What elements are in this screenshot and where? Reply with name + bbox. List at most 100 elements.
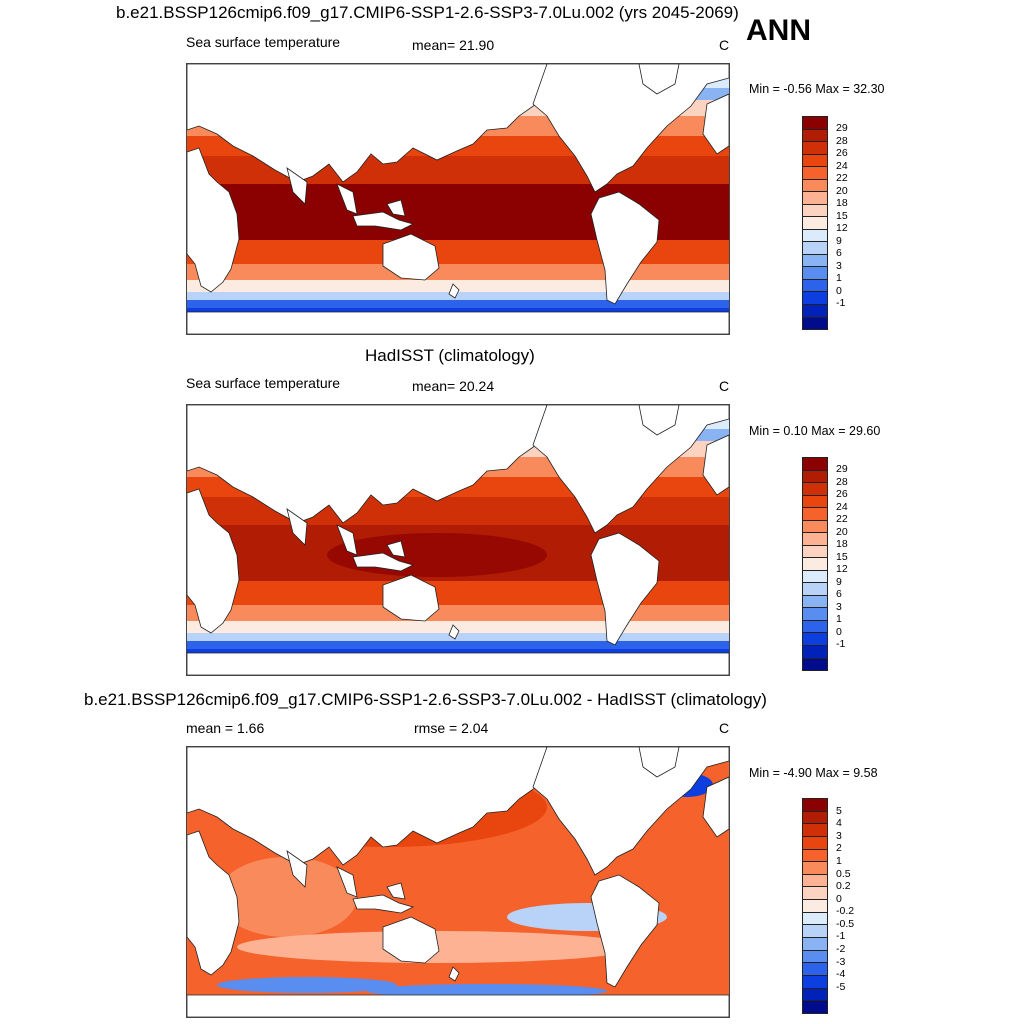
- colorbar-swatch: [803, 520, 827, 534]
- land-mass: [702, 776, 729, 838]
- colorbar-tick-label: 5: [836, 804, 842, 817]
- colorbar-swatch: [803, 849, 827, 863]
- colorbar-tick-label: 4: [836, 817, 842, 830]
- colorbar-swatch: [803, 862, 827, 875]
- colorbar-swatch: [803, 824, 827, 837]
- colorbar-swatch: [803, 167, 827, 180]
- colorbar-swatch: [803, 950, 827, 964]
- colorbar-swatch: [803, 608, 827, 621]
- panel-3-colorbar: [802, 798, 828, 1014]
- panel-1-variable-label: Sea surface temperature: [186, 34, 341, 50]
- colorbar-swatch: [803, 142, 827, 155]
- colorbar-swatch: [803, 836, 827, 850]
- colorbar-tick-label: 15: [836, 550, 848, 563]
- colorbar-tick-label: -3: [836, 955, 846, 968]
- temperature-band: [187, 300, 729, 308]
- panel-3-rmse-label: rmse = 2.04: [414, 720, 489, 736]
- panel-3-map: [186, 746, 730, 1018]
- land-mass: [187, 652, 729, 675]
- colorbar-swatch: [803, 811, 827, 825]
- temperature-band: [187, 605, 729, 621]
- land-mass: [386, 882, 406, 900]
- colorbar-tick-label: 26: [836, 488, 848, 501]
- colorbar-tick-label: 3: [836, 829, 842, 842]
- colorbar-swatch: [803, 254, 827, 268]
- land-mass: [336, 866, 358, 898]
- colorbar-swatch: [803, 317, 827, 330]
- colorbar-tick-label: 20: [836, 184, 848, 197]
- temperature-band: [187, 641, 729, 649]
- colorbar-swatch: [803, 229, 827, 243]
- colorbar-tick-label: 29: [836, 122, 848, 135]
- colorbar-swatch: [803, 988, 827, 1002]
- colorbar-swatch: [803, 470, 827, 484]
- colorbar-swatch: [803, 645, 827, 659]
- colorbar-tick-label: 9: [836, 575, 842, 588]
- difference-patch: [217, 977, 397, 993]
- colorbar-tick-label: 6: [836, 247, 842, 260]
- colorbar-tick-label: 12: [836, 563, 848, 576]
- land-mass: [386, 540, 406, 558]
- colorbar-tick-label: 18: [836, 538, 848, 551]
- colorbar-swatch: [803, 558, 827, 571]
- colorbar-tick-label: -2: [836, 943, 846, 956]
- colorbar-swatch: [803, 938, 827, 951]
- colorbar-swatch: [803, 595, 827, 609]
- land-mass: [286, 167, 308, 205]
- difference-patch: [217, 857, 357, 937]
- colorbar-swatch: [803, 495, 827, 509]
- colorbar-swatch: [803, 912, 827, 926]
- colorbar-tick-label: 1: [836, 854, 842, 867]
- panel-2-mean-label: mean= 20.24: [412, 378, 495, 394]
- colorbar-tick-label: 2: [836, 842, 842, 855]
- land-mass: [382, 574, 440, 622]
- panel-1-minmax: Min = -0.56 Max = 32.30: [749, 82, 885, 96]
- warm-pool: [327, 533, 547, 577]
- panel-2-variable-label: Sea surface temperature: [186, 375, 341, 391]
- colorbar-swatch: [803, 117, 827, 130]
- colorbar-tick-label: 24: [836, 159, 848, 172]
- colorbar-tick-label: -1: [836, 638, 846, 651]
- colorbar-swatch: [803, 458, 827, 471]
- colorbar-swatch: [803, 874, 827, 888]
- panel-2-units: C: [719, 378, 730, 394]
- colorbar-tick-label: 28: [836, 134, 848, 147]
- colorbar-swatch: [803, 204, 827, 218]
- colorbar-swatch: [803, 533, 827, 546]
- colorbar-tick-label: 0: [836, 892, 842, 905]
- colorbar-swatch: [803, 963, 827, 976]
- warm-pool: [327, 192, 547, 236]
- land-mass: [532, 64, 729, 193]
- land-mass: [187, 830, 240, 976]
- land-mass: [448, 283, 460, 299]
- land-mass: [702, 93, 729, 155]
- land-mass: [352, 894, 415, 914]
- colorbar-swatch: [803, 900, 827, 913]
- colorbar-tick-label: 26: [836, 147, 848, 160]
- colorbar-tick-label: 24: [836, 500, 848, 513]
- panel-3-minmax: Min = -4.90 Max = 9.58: [749, 766, 878, 780]
- land-mass: [187, 488, 240, 634]
- panel-2-colorbar: [802, 457, 828, 671]
- land-mass: [448, 624, 460, 640]
- land-mass: [532, 747, 729, 876]
- colorbar-tick-label: -0.2: [836, 905, 855, 918]
- temperature-band: [187, 264, 729, 280]
- panel-3-title: b.e21.BSSP126cmip6.f09_g17.CMIP6-SSP1-2.…: [84, 690, 767, 709]
- difference-patch: [367, 984, 607, 998]
- land-mass: [187, 994, 729, 1017]
- temperature-band: [187, 621, 729, 633]
- land-mass: [638, 405, 680, 436]
- colorbar-swatch: [803, 633, 827, 646]
- colorbar-tick-label: 1: [836, 272, 842, 285]
- colorbar-tick-label: 22: [836, 172, 848, 185]
- colorbar-swatch: [803, 925, 827, 939]
- colorbar-tick-label: 22: [836, 513, 848, 526]
- colorbar-swatch: [803, 799, 827, 812]
- temperature-band: [187, 280, 729, 292]
- season-annotation: ANN: [746, 14, 811, 47]
- panel-3-mean-label: mean = 1.66: [186, 720, 265, 736]
- land-mass: [532, 405, 729, 534]
- colorbar-tick-label: -5: [836, 980, 846, 993]
- land-mass: [386, 199, 406, 217]
